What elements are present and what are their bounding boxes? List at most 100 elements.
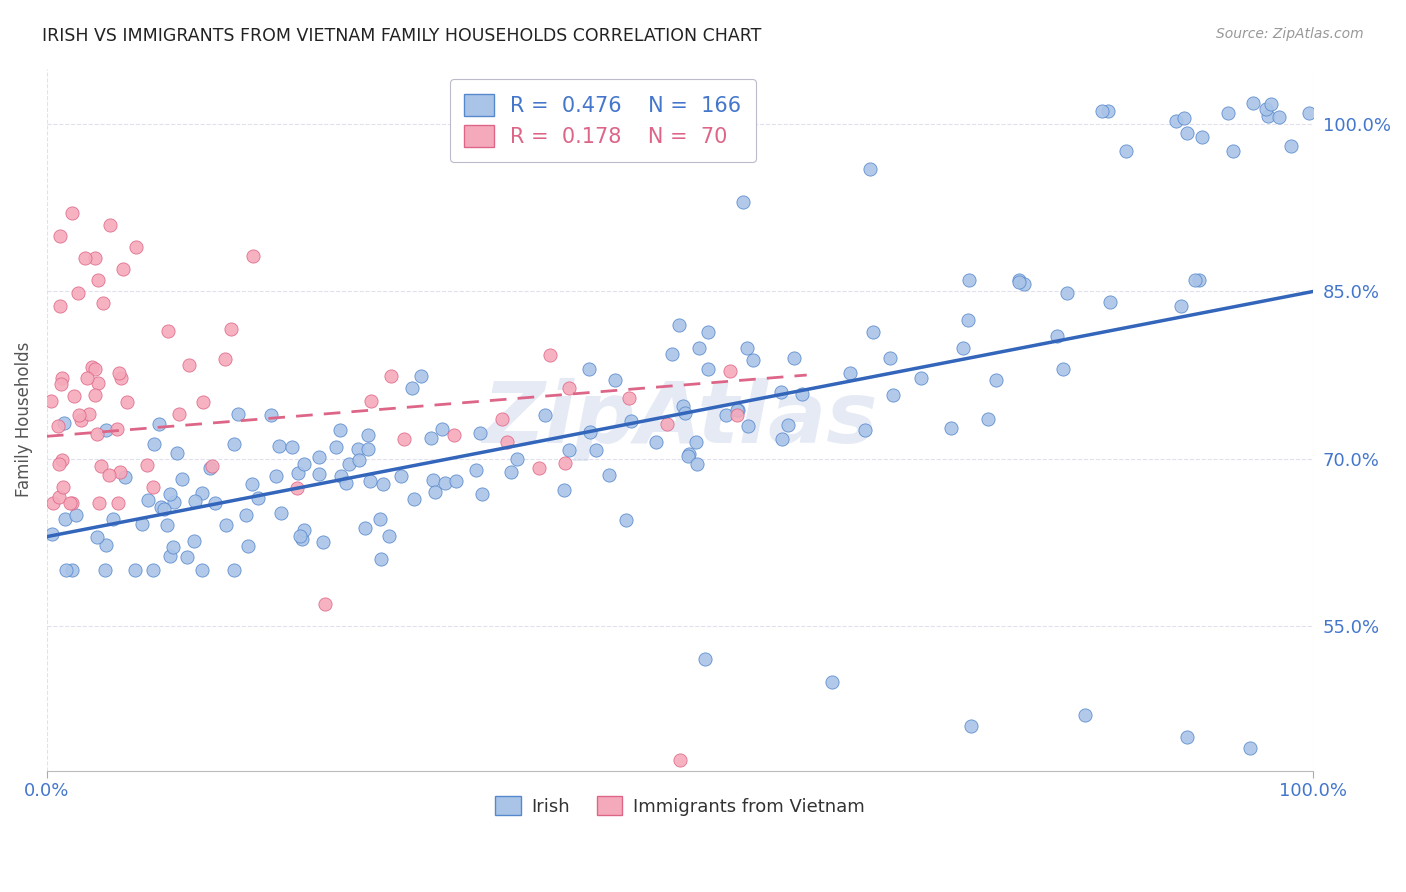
- Point: [98, 218, 121, 232]
- Point: [41, 496, 63, 510]
- Point: [357, 427, 380, 442]
- Point: [149, 500, 172, 514]
- Point: [201, 459, 224, 474]
- Point: [527, 461, 550, 475]
- Point: [110, 371, 132, 385]
- Point: [645, 434, 668, 449]
- Point: [214, 518, 236, 533]
- Point: [69, 412, 91, 426]
- Point: [107, 496, 129, 510]
- Point: [952, 341, 974, 355]
- Point: [1046, 328, 1069, 343]
- Point: [55, 563, 77, 577]
- Point: [862, 325, 884, 339]
- Point: [1268, 110, 1291, 124]
- Point: [686, 457, 709, 471]
- Point: [433, 475, 456, 490]
- Point: [87, 376, 110, 390]
- Point: [183, 533, 205, 548]
- Point: [65, 508, 87, 522]
- Point: [49, 377, 72, 392]
- Point: [960, 719, 983, 733]
- Point: [1056, 286, 1078, 301]
- Point: [368, 512, 391, 526]
- Point: [685, 435, 707, 450]
- Point: [191, 486, 214, 500]
- Text: Source: ZipAtlas.com: Source: ZipAtlas.com: [1216, 27, 1364, 41]
- Point: [124, 240, 146, 254]
- Point: [60, 563, 83, 577]
- Point: [267, 439, 290, 453]
- Point: [264, 469, 287, 483]
- Point: [169, 407, 191, 421]
- Point: [603, 373, 626, 387]
- Point: [287, 467, 309, 481]
- Point: [725, 402, 748, 417]
- Point: [371, 476, 394, 491]
- Point: [411, 368, 433, 383]
- Point: [619, 391, 641, 405]
- Point: [1239, 741, 1261, 756]
- Point: [984, 373, 1007, 387]
- Point: [96, 537, 118, 551]
- Point: [172, 472, 194, 486]
- Point: [538, 348, 561, 362]
- Point: [84, 251, 107, 265]
- Point: [51, 371, 73, 385]
- Point: [770, 385, 793, 400]
- Point: [89, 496, 111, 510]
- Point: [1218, 106, 1240, 120]
- Point: [1175, 126, 1198, 140]
- Point: [1008, 273, 1031, 287]
- Point: [159, 549, 181, 564]
- Point: [166, 446, 188, 460]
- Point: [578, 362, 600, 376]
- Point: [157, 324, 180, 338]
- Point: [1098, 295, 1121, 310]
- Point: [67, 408, 90, 422]
- Point: [46, 418, 69, 433]
- Point: [59, 496, 82, 510]
- Point: [136, 492, 159, 507]
- Point: [142, 480, 165, 494]
- Point: [176, 549, 198, 564]
- Point: [84, 361, 107, 376]
- Point: [235, 508, 257, 523]
- Point: [389, 469, 412, 483]
- Point: [668, 318, 690, 332]
- Y-axis label: Family Households: Family Households: [15, 342, 32, 498]
- Point: [62, 389, 84, 403]
- Point: [219, 322, 242, 336]
- Point: [444, 475, 467, 489]
- Point: [1173, 111, 1195, 125]
- Point: [377, 529, 399, 543]
- Point: [94, 423, 117, 437]
- Point: [782, 351, 804, 366]
- Point: [260, 408, 283, 422]
- Point: [496, 434, 519, 449]
- Point: [443, 428, 465, 442]
- Point: [329, 424, 352, 438]
- Point: [124, 563, 146, 577]
- Point: [142, 437, 165, 451]
- Point: [135, 458, 157, 472]
- Point: [534, 408, 557, 422]
- Point: [1222, 145, 1244, 159]
- Legend: Irish, Immigrants from Vietnam: Irish, Immigrants from Vietnam: [486, 788, 875, 825]
- Text: IRISH VS IMMIGRANTS FROM VIETNAM FAMILY HOUSEHOLDS CORRELATION CHART: IRISH VS IMMIGRANTS FROM VIETNAM FAMILY …: [42, 27, 762, 45]
- Point: [281, 440, 304, 454]
- Point: [103, 512, 125, 526]
- Point: [669, 753, 692, 767]
- Point: [107, 422, 129, 436]
- Point: [554, 456, 576, 470]
- Point: [308, 450, 330, 465]
- Point: [246, 491, 269, 505]
- Point: [620, 415, 643, 429]
- Point: [491, 411, 513, 425]
- Point: [214, 351, 236, 366]
- Point: [1241, 95, 1264, 110]
- Point: [957, 273, 980, 287]
- Point: [553, 483, 575, 497]
- Point: [370, 552, 392, 566]
- Point: [90, 459, 112, 474]
